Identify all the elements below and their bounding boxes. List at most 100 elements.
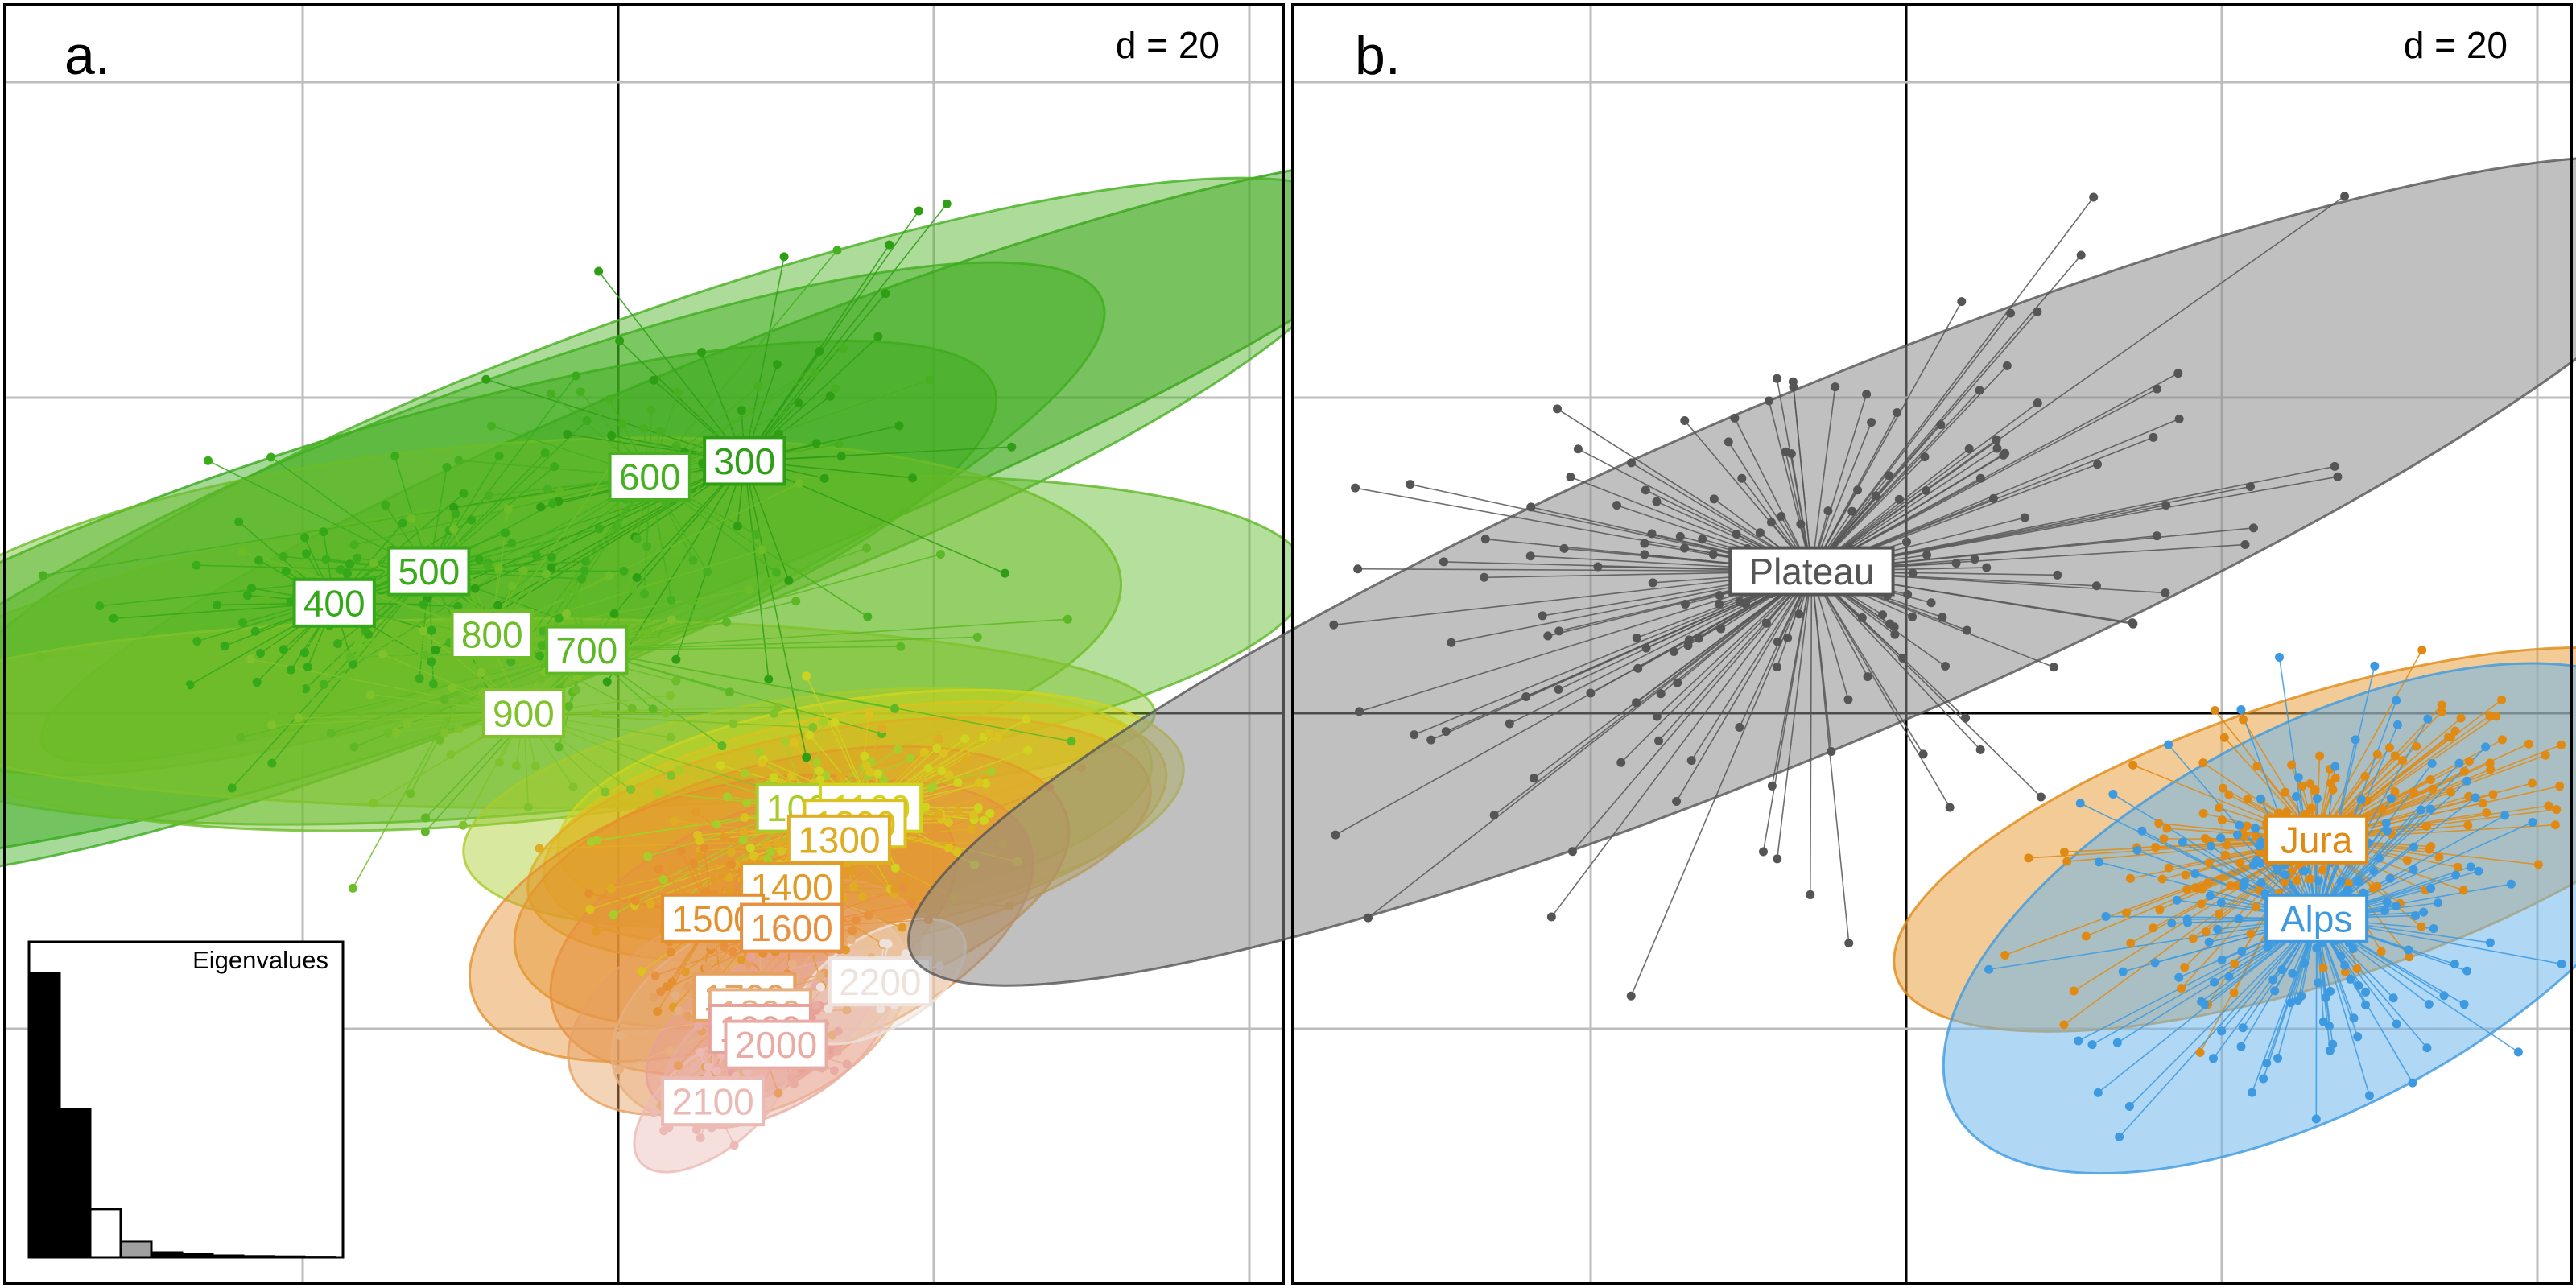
point-600 bbox=[38, 571, 47, 580]
point-Jura bbox=[2544, 801, 2553, 811]
point-400 bbox=[427, 625, 436, 635]
point-Plateau bbox=[1992, 444, 2002, 453]
point-Plateau bbox=[1364, 913, 1373, 923]
point-Plateau bbox=[2049, 663, 2058, 672]
point-Alps bbox=[2178, 837, 2187, 847]
point-900 bbox=[729, 719, 738, 729]
point-Plateau bbox=[1992, 435, 2001, 444]
label-box bbox=[703, 436, 786, 486]
point-1600 bbox=[851, 915, 861, 925]
point-Jura bbox=[2555, 782, 2565, 791]
point-Jura bbox=[2180, 963, 2190, 972]
spoke bbox=[1988, 918, 2317, 971]
point-Plateau bbox=[1632, 698, 1641, 708]
point-600 bbox=[832, 246, 842, 255]
point-Plateau bbox=[1680, 416, 1690, 426]
label-box bbox=[2264, 814, 2369, 865]
point-Plateau bbox=[1970, 555, 1979, 564]
point-500 bbox=[279, 551, 288, 561]
point-Jura bbox=[2225, 881, 2235, 890]
spoke bbox=[744, 460, 1005, 574]
point-500 bbox=[428, 679, 438, 689]
point-Plateau bbox=[1847, 506, 1857, 516]
point-Jura bbox=[2242, 821, 2252, 831]
label-text: Alps bbox=[2281, 898, 2352, 939]
point-Alps bbox=[2093, 1088, 2103, 1097]
point-800 bbox=[493, 564, 503, 573]
point-Plateau bbox=[1962, 625, 1971, 635]
point-2000 bbox=[829, 1066, 839, 1075]
spoke bbox=[1810, 394, 1868, 572]
point-400 bbox=[220, 641, 229, 650]
panel-label-b: b. bbox=[1355, 25, 1401, 86]
point-Jura bbox=[2195, 1047, 2205, 1057]
point-Alps bbox=[2255, 841, 2264, 851]
point-1400 bbox=[691, 807, 701, 817]
point-1100 bbox=[830, 717, 840, 727]
point-Plateau bbox=[1922, 485, 1931, 495]
spoke bbox=[649, 250, 838, 477]
point-Plateau bbox=[1908, 568, 1918, 578]
point-1200 bbox=[861, 761, 871, 770]
point-Jura bbox=[2464, 791, 2474, 801]
spoke bbox=[1690, 571, 1813, 762]
point-Alps bbox=[2466, 862, 2475, 872]
point-Jura bbox=[2182, 885, 2192, 894]
point-1500 bbox=[688, 858, 698, 868]
point-Jura bbox=[2126, 939, 2136, 948]
point-Alps bbox=[2275, 652, 2285, 662]
point-Alps bbox=[2087, 1040, 2097, 1050]
point-Jura bbox=[2434, 852, 2444, 862]
spoke bbox=[1810, 386, 1836, 572]
point-1200 bbox=[637, 967, 646, 976]
eigenvalue-bar bbox=[89, 1208, 122, 1259]
point-Alps bbox=[2392, 696, 2401, 705]
point-Jura bbox=[2328, 785, 2338, 795]
point-Alps bbox=[2434, 898, 2443, 908]
point-500 bbox=[572, 371, 581, 381]
point-Alps bbox=[2074, 1036, 2083, 1046]
point-Alps bbox=[2462, 966, 2472, 976]
point-500 bbox=[442, 462, 452, 472]
spoke bbox=[1657, 571, 1812, 741]
point-400 bbox=[348, 659, 357, 669]
spoke bbox=[523, 712, 813, 729]
point-Jura bbox=[2201, 927, 2211, 936]
point-700 bbox=[555, 487, 565, 497]
point-Alps bbox=[2426, 804, 2436, 814]
point-Alps bbox=[2237, 947, 2247, 956]
point-1800 bbox=[842, 1005, 852, 1015]
point-700 bbox=[896, 642, 906, 651]
point-900 bbox=[365, 690, 375, 700]
point-800 bbox=[449, 524, 459, 534]
point-1400 bbox=[695, 852, 704, 861]
point-Plateau bbox=[1794, 609, 1804, 619]
point-Jura bbox=[2488, 790, 2498, 799]
point-Plateau bbox=[1652, 712, 1662, 721]
point-500 bbox=[531, 551, 541, 560]
point-Plateau bbox=[1796, 519, 1806, 529]
point-Plateau bbox=[1862, 390, 1872, 399]
point-Jura bbox=[2219, 733, 2229, 742]
point-Jura bbox=[2297, 782, 2307, 791]
group-label-300: 300 bbox=[703, 436, 786, 486]
spoke bbox=[1445, 570, 1812, 733]
point-1100 bbox=[973, 803, 983, 813]
point-400 bbox=[250, 626, 260, 636]
point-Alps bbox=[2382, 898, 2392, 907]
point-Plateau bbox=[1709, 494, 1719, 504]
point-1100 bbox=[979, 815, 989, 825]
point-1300 bbox=[724, 873, 734, 882]
point-1700 bbox=[673, 1061, 683, 1071]
point-Alps bbox=[2137, 826, 2147, 836]
point-500 bbox=[321, 555, 331, 564]
point-600 bbox=[538, 626, 547, 636]
point-1400 bbox=[717, 870, 727, 880]
point-600 bbox=[617, 419, 627, 429]
point-Alps bbox=[2383, 826, 2392, 836]
point-Plateau bbox=[1975, 745, 1985, 754]
point-Plateau bbox=[2333, 472, 2343, 481]
point-Alps bbox=[2386, 794, 2396, 803]
point-Jura bbox=[2340, 968, 2350, 977]
point-Jura bbox=[2318, 964, 2328, 973]
